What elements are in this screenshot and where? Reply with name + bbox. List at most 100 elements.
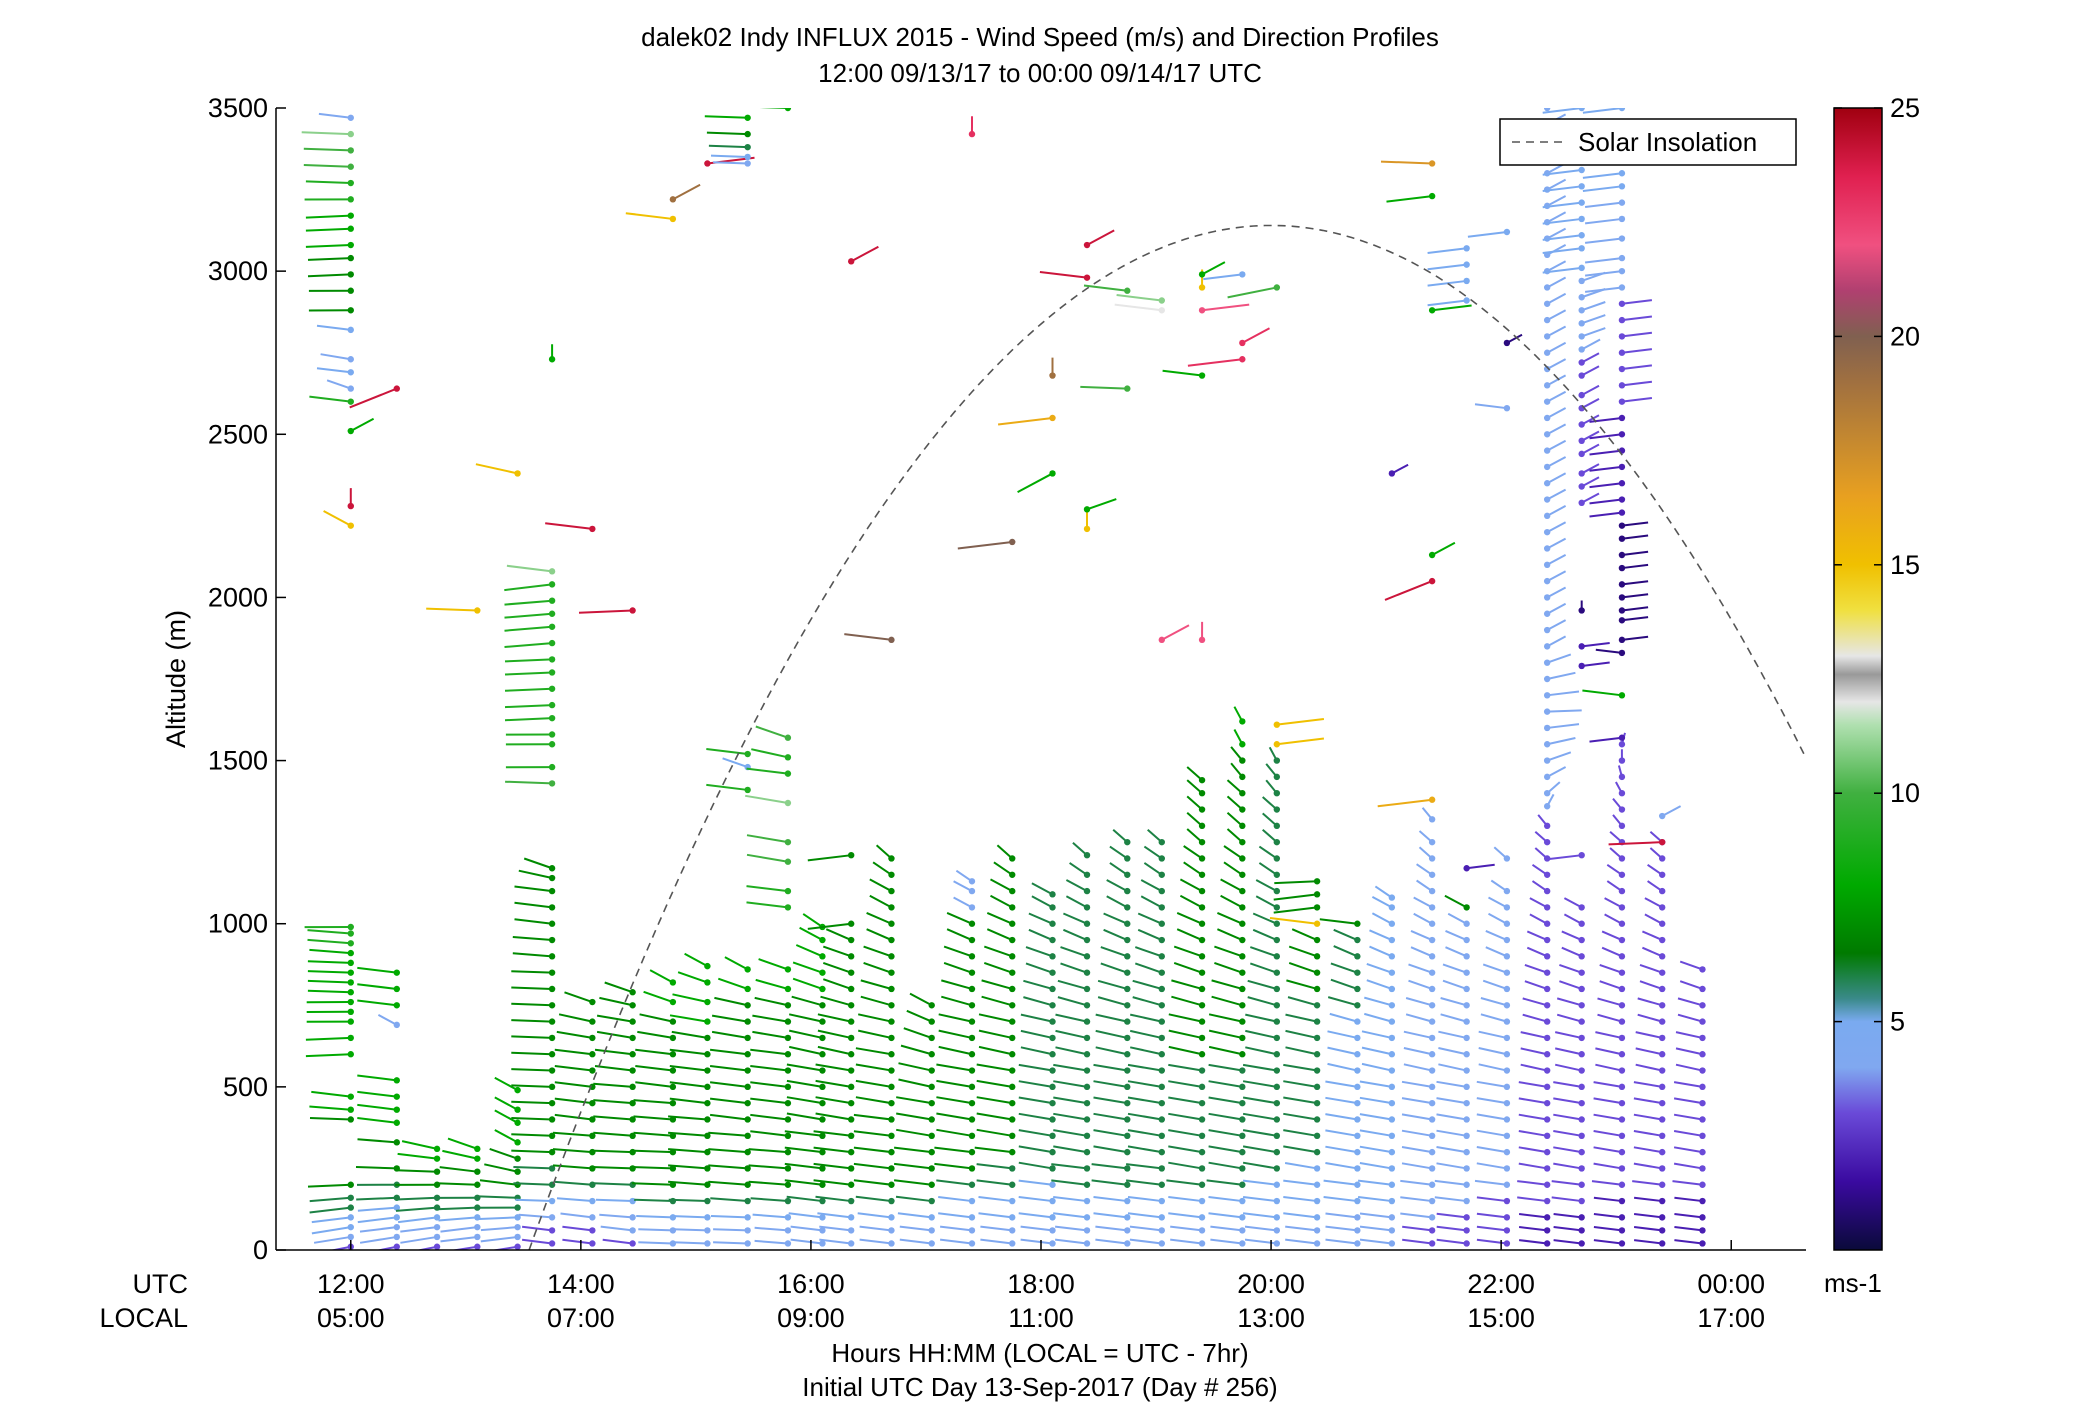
wind-barb: [1187, 356, 1246, 367]
wind-barb: [1065, 879, 1091, 895]
wind-barb: [1245, 1029, 1281, 1042]
wind-barb-shaft: [946, 928, 973, 941]
wind-barb-shaft: [625, 212, 674, 220]
wind-barb: [708, 1164, 751, 1172]
wind-barb-shaft: [514, 885, 553, 893]
wind-barb-shaft: [1023, 996, 1053, 1007]
wind-barb-point: [589, 1240, 596, 1247]
wind-barb-shaft: [997, 416, 1053, 426]
wind-barb-point: [1124, 1181, 1131, 1188]
wind-barb-point: [1618, 1099, 1626, 1107]
wind-barb-shaft: [1639, 963, 1663, 974]
wind-barb: [759, 108, 792, 112]
wind-barb: [1168, 1096, 1206, 1107]
wind-barb-shaft: [790, 1238, 823, 1245]
wind-barb-shaft: [1325, 1162, 1358, 1170]
wind-barb-point: [968, 1197, 976, 1205]
wind-barb-shaft: [939, 1225, 973, 1232]
wind-barb-shaft: [357, 1103, 397, 1111]
wind-barb-point: [1618, 1034, 1626, 1042]
wind-barb-point: [347, 1181, 354, 1188]
wind-barb: [1233, 729, 1246, 748]
wind-barb-shaft: [578, 609, 633, 614]
wind-barb-point: [1049, 1116, 1056, 1123]
wind-barb-point: [1273, 1132, 1281, 1140]
wind-barb: [1252, 928, 1281, 944]
wind-barb-point: [1273, 284, 1281, 291]
wind-barb-point: [1503, 1034, 1511, 1042]
wind-barb: [668, 1115, 711, 1123]
wind-barb: [953, 896, 976, 911]
wind-barb-shaft: [1436, 1146, 1467, 1154]
wind-barb-shaft: [1053, 1196, 1088, 1203]
wind-barb-point: [393, 1106, 400, 1113]
wind-barb-shaft: [1476, 1162, 1508, 1170]
wind-barb-shaft: [978, 1013, 1013, 1023]
wind-barb-point: [1463, 1214, 1470, 1221]
wind-barb-shaft: [1025, 946, 1053, 958]
wind-barb-point: [1198, 636, 1206, 644]
wind-barb-shaft: [1553, 1146, 1582, 1154]
wind-barb: [875, 844, 895, 862]
wind-barb-shaft: [320, 353, 351, 361]
wind-barb-point: [1239, 838, 1246, 846]
wind-barb-point: [1049, 470, 1056, 477]
wind-barb: [436, 1181, 481, 1188]
wind-barb-shaft: [556, 1030, 593, 1039]
wind-barb-point: [1618, 1197, 1626, 1205]
wind-barb-shaft: [1140, 895, 1163, 909]
wind-barb-shaft: [1086, 498, 1117, 511]
wind-barb-point: [589, 525, 596, 533]
wind-barb-shaft: [986, 911, 1013, 925]
wind-barb-shaft: [1329, 1012, 1358, 1023]
wind-barb-point: [1428, 1240, 1436, 1247]
wind-barb-point: [1659, 855, 1666, 862]
wind-barb: [1578, 443, 1600, 458]
wind-barb-shaft: [1173, 961, 1203, 974]
wind-barb: [304, 196, 354, 203]
wind-barb-point: [744, 160, 751, 167]
wind-barb-shaft: [1584, 257, 1623, 264]
wind-barb-point: [589, 1018, 596, 1025]
wind-barb-point: [1659, 838, 1666, 846]
wind-barb: [311, 1090, 354, 1100]
wind-barb: [489, 1147, 521, 1162]
wind-barb-shaft: [1187, 358, 1243, 367]
wind-barb-point: [347, 979, 354, 986]
wind-barb-point: [1463, 985, 1470, 993]
wind-barb-point: [1083, 1002, 1091, 1009]
wind-barb-shaft: [494, 1076, 519, 1091]
wind-barb-point: [1699, 1227, 1706, 1234]
wind-barb-shaft: [1097, 996, 1128, 1007]
wind-barb-shaft: [1055, 1013, 1088, 1023]
wind-barb-shaft: [305, 244, 351, 248]
wind-barb-shaft: [305, 1036, 351, 1041]
wind-barb: [1247, 979, 1281, 993]
wind-barb: [1214, 945, 1246, 960]
wind-barb: [512, 936, 556, 944]
wind-barb: [578, 607, 636, 614]
wind-barb: [494, 1076, 521, 1094]
wind-barb-point: [1578, 851, 1585, 859]
wind-barb-shaft: [1242, 1212, 1277, 1219]
wind-barb-shaft: [1438, 1030, 1467, 1039]
wind-barb-point: [1313, 1083, 1321, 1091]
wind-barb-shaft: [632, 1166, 673, 1170]
wind-barb-point: [1198, 1002, 1206, 1009]
wind-barb-point: [1543, 316, 1551, 324]
wind-barb-shaft: [751, 748, 789, 759]
wind-barb-point: [1543, 398, 1551, 405]
wind-barb-shaft: [1559, 980, 1583, 990]
wind-barb: [752, 1213, 792, 1221]
wind-barb-shaft: [506, 564, 553, 573]
wind-barb-shaft: [1442, 963, 1467, 974]
wind-barb-shaft: [1621, 563, 1649, 570]
wind-barb-shaft: [1220, 894, 1243, 909]
wind-barb: [968, 116, 976, 138]
wind-barb-point: [1463, 1132, 1470, 1140]
wind-barb-point: [474, 1145, 481, 1153]
wind-barb: [1323, 1179, 1361, 1188]
wind-barb-shaft: [1547, 108, 1550, 109]
wind-barb: [1674, 1226, 1706, 1234]
wind-barb-shaft: [635, 1081, 674, 1088]
